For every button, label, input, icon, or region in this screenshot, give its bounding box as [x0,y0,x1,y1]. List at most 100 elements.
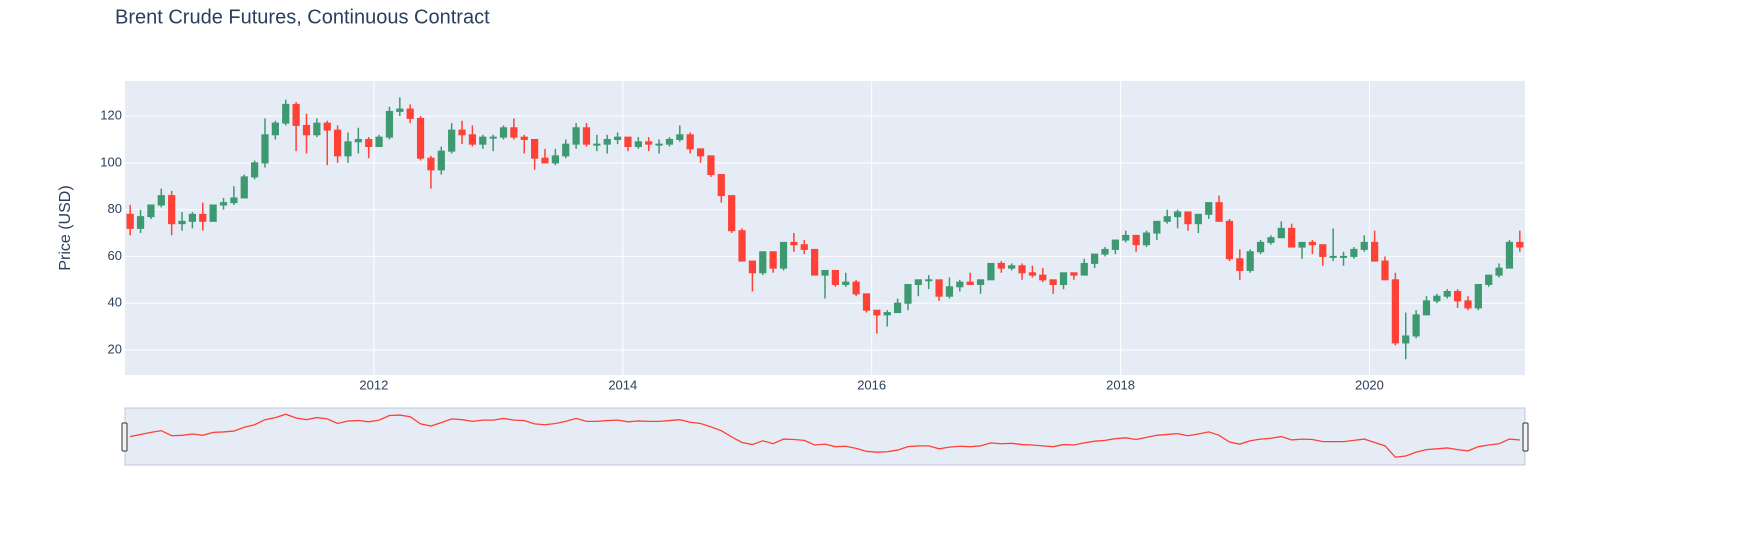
x-tick-label: 2014 [608,377,637,392]
candle-body [562,143,570,157]
candle-body [987,262,995,281]
range-handle-left[interactable] [121,422,128,452]
candle-body [1111,239,1119,250]
candle-body [520,136,528,140]
candle-body [178,220,186,225]
candle-body [842,281,850,285]
candle-body [1464,300,1472,309]
candle-body [1132,234,1140,246]
candle-body [323,122,331,131]
candle-body [531,138,539,159]
candle-body [302,124,311,136]
candle-body [1008,265,1016,269]
range-slider-plot [130,413,1520,458]
candle-body [769,251,777,269]
candle-body [354,138,362,143]
candle-body [821,269,829,276]
candle-body [157,195,165,206]
candle-body [582,127,591,145]
candle-body [499,127,508,138]
candle-body [603,138,611,145]
candle-body [396,108,404,112]
candle-body [1153,220,1161,234]
candle-body [1246,251,1254,271]
candle-body [199,213,207,222]
candle-body [997,262,1005,269]
candle-body [1049,279,1057,285]
candle-body [292,103,300,126]
candle-body [1381,260,1389,281]
candle-body [738,230,746,262]
x-tick-label: 2018 [1106,377,1135,392]
candle-body [489,136,497,139]
grid [125,81,1525,375]
candle-body [831,269,839,285]
candle-body [1101,248,1109,255]
candle-body [510,127,518,138]
candle-body [1329,255,1337,258]
range-slider-line [130,413,1520,458]
x-tick-label: 2012 [359,377,388,392]
candle-body [1443,291,1451,297]
candle-body [1339,255,1348,258]
candle-body [728,195,736,232]
chart-title: Brent Crude Futures, Continuous Contract [115,6,490,28]
candle-body [437,150,445,171]
candles [126,97,1524,360]
candle-body [1070,272,1078,276]
candle-body [427,157,435,171]
candle-body [1225,220,1234,260]
y-axis-title: Price (USD) [57,185,74,270]
candle-body [188,213,197,222]
candle-body [1194,213,1202,225]
candle-body [645,141,653,145]
candle-body [676,134,684,140]
candle-body [541,157,549,164]
y-tick-label: 100 [100,154,122,169]
candle-body [168,195,176,225]
candle-body [333,129,342,157]
candle-body [655,143,663,146]
candle-body [479,136,487,145]
candle-body [893,302,902,314]
candle-body [696,148,705,157]
candle-body [613,136,622,140]
candle-body [1495,267,1503,276]
candle-body [1485,274,1493,285]
candle-body [1453,291,1462,302]
x-tick-label: 2016 [857,377,886,392]
candle-body [925,279,933,282]
candle-body [1080,262,1088,276]
range-slider[interactable] [124,407,1526,466]
candle-body [1215,202,1223,222]
candle-body [1433,295,1441,302]
candle-body [956,281,964,288]
candle-body [406,108,414,119]
y-tick-label: 120 [100,108,122,123]
candle-body [1474,283,1482,309]
candle-body [759,251,767,274]
candle-body [966,281,974,285]
candle-body [914,279,922,285]
candle-body [313,122,321,136]
y-tick-label: 20 [108,341,122,356]
candle-body [634,141,642,147]
candle-body [1256,241,1265,253]
candle-body [1173,211,1182,218]
plot-background [125,81,1525,375]
candle-body [147,204,155,218]
candle-body [1028,272,1037,276]
candle-body [1308,241,1317,246]
candle-body [282,103,290,124]
candle-body [385,110,394,138]
candle-body [717,174,725,197]
candle-body [219,202,228,206]
range-handle-right[interactable] [1522,422,1529,452]
candle-body [883,312,891,316]
candle-body [800,244,808,250]
candle-body [1277,227,1285,239]
candle-body [1205,202,1213,215]
candle-body [1360,241,1368,250]
candle-body [416,117,425,159]
